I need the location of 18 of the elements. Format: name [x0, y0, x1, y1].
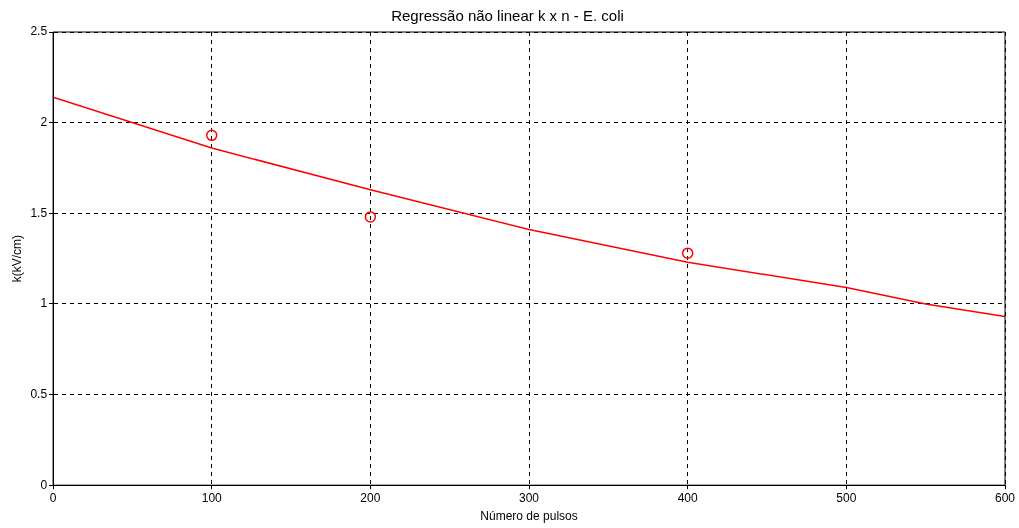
y-tick-label: 2	[40, 114, 48, 129]
y-tick-label: 1.5	[30, 205, 48, 220]
x-tick-label: 500	[836, 490, 857, 505]
y-tick-label: 1	[40, 296, 48, 311]
x-tick-label: 600	[994, 490, 1016, 505]
x-tick-label: 300	[519, 490, 540, 505]
point	[364, 211, 377, 223]
x-tick-label: 100	[201, 490, 223, 505]
y-tick-label: 2.5	[30, 24, 48, 39]
y-tick-label: 0.5	[30, 386, 48, 401]
chart-title: Regressão não linear k x n - E. coli	[391, 7, 624, 25]
x-tick-label: 200	[360, 490, 381, 505]
y-axis-title: k(kV/cm)	[9, 234, 24, 283]
point	[681, 247, 694, 259]
x-axis-title: Número de pulsos	[480, 509, 578, 524]
point	[205, 129, 218, 142]
x-tick-label: 400	[677, 490, 699, 505]
y-tick-label: 0	[40, 477, 48, 492]
